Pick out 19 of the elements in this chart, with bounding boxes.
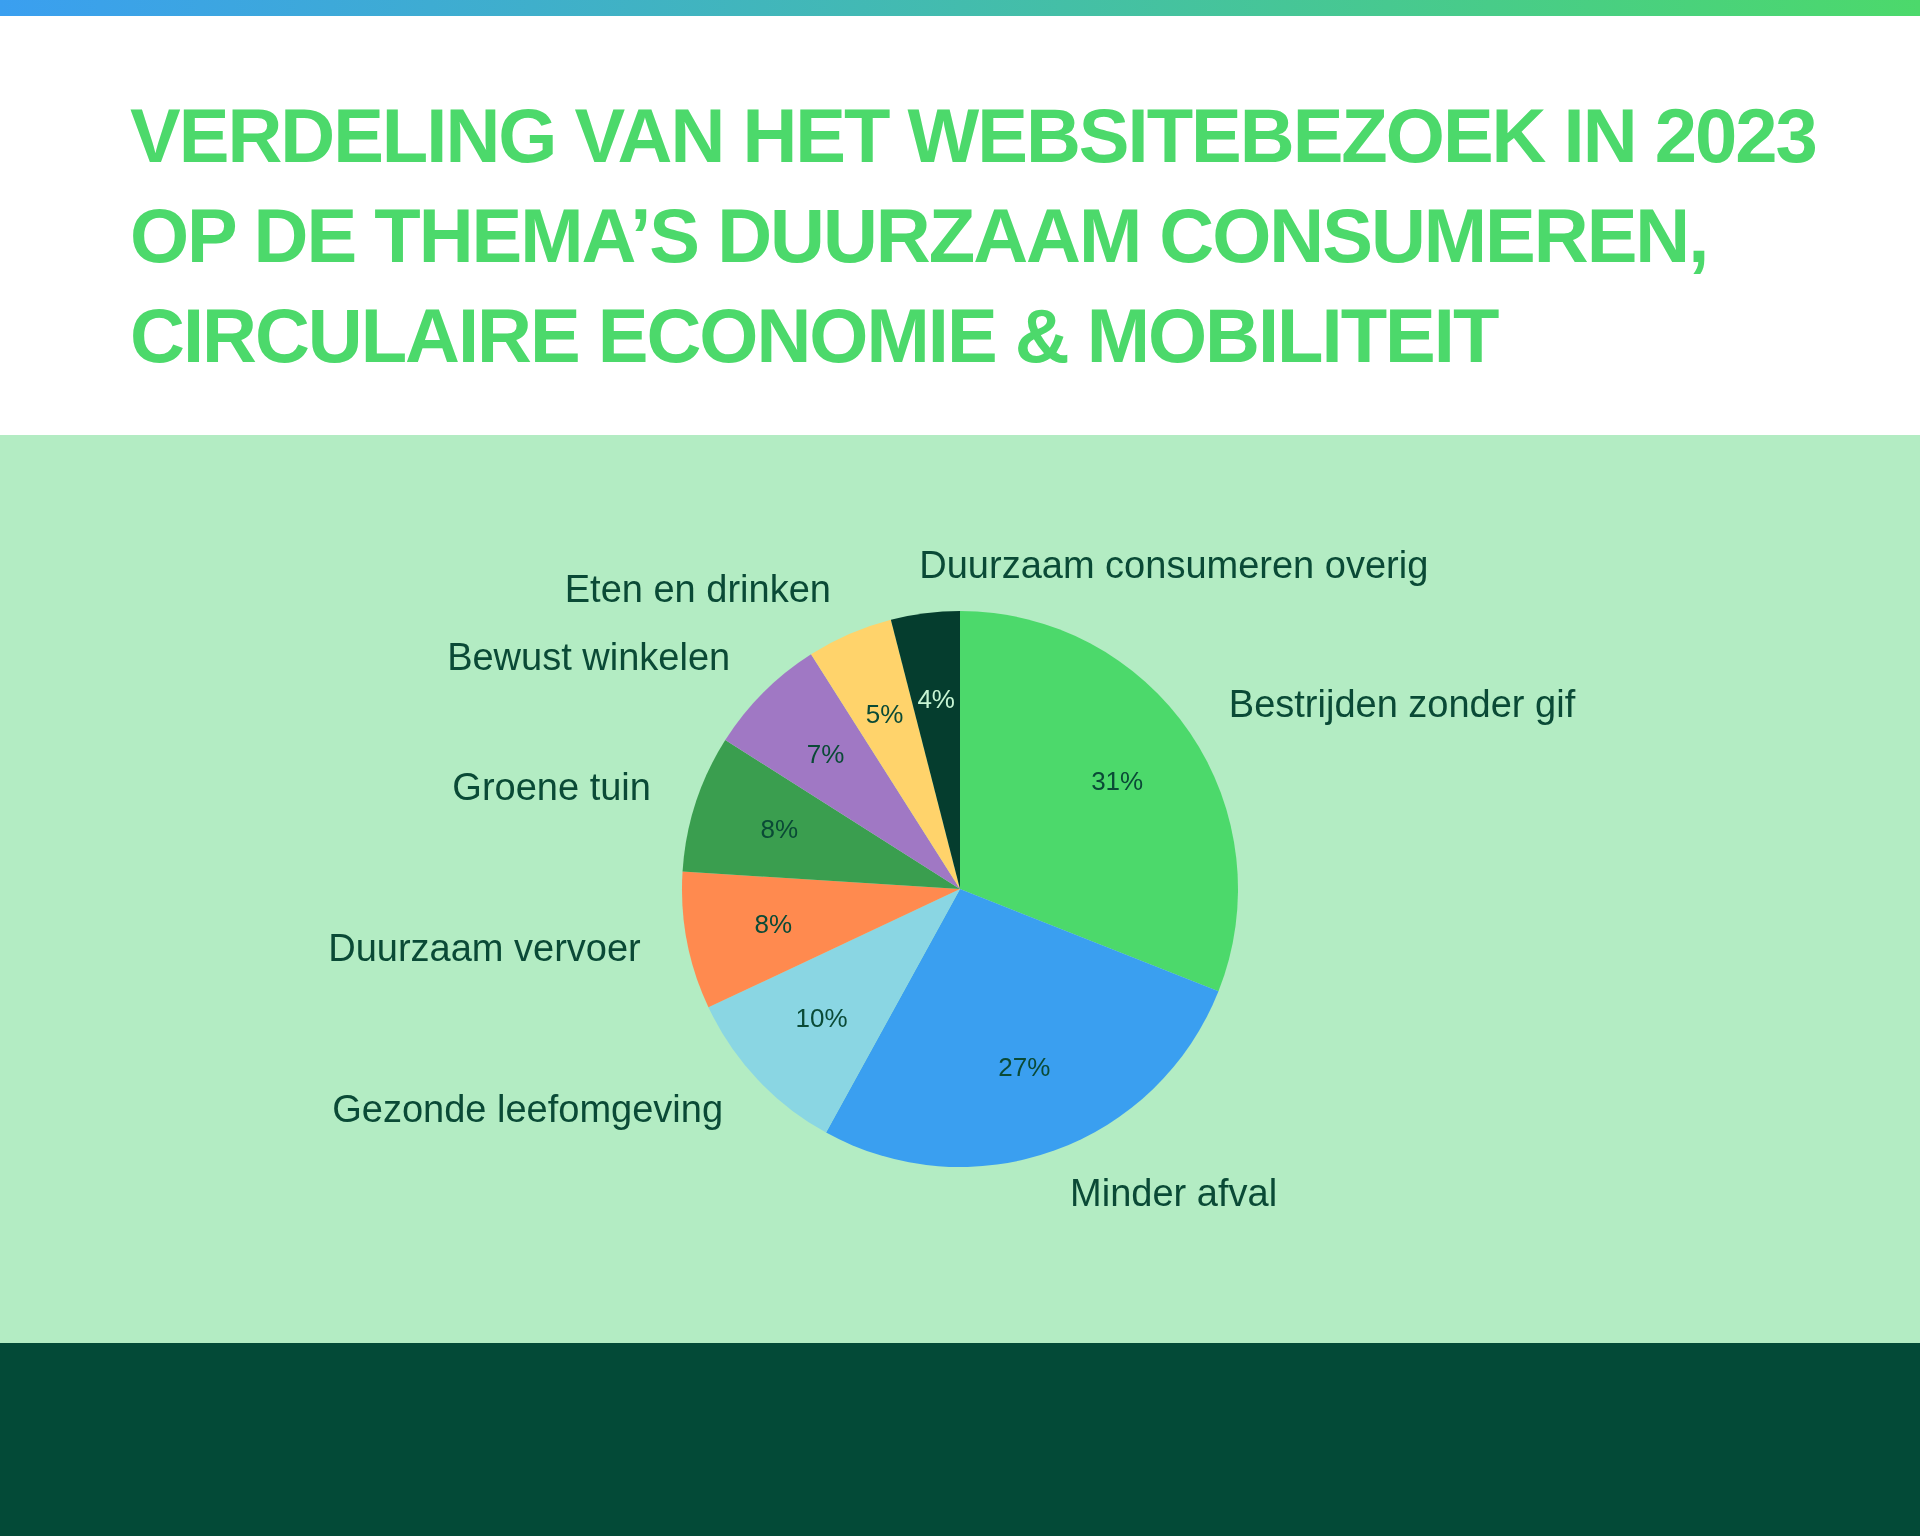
data-label: 8% xyxy=(760,814,799,845)
data-label: 8% xyxy=(754,908,793,939)
slice-label: Bewust winkelen xyxy=(447,636,731,679)
slice-label: Groene tuin xyxy=(452,765,651,808)
slice-label: Gezonde leefomgeving xyxy=(332,1088,724,1131)
pie-slice xyxy=(682,740,960,889)
data-label: 5% xyxy=(865,698,904,729)
slice-label: Bestrijden zonder gif xyxy=(1228,683,1576,726)
pie-slice xyxy=(682,871,960,1008)
data-label: 10% xyxy=(795,1003,848,1034)
data-label: 4% xyxy=(917,684,955,715)
slice-label: Duurzaam vervoer xyxy=(328,926,642,969)
data-label: 31% xyxy=(1091,766,1144,797)
data-label: 27% xyxy=(998,1051,1051,1082)
slice-label: Minder afval xyxy=(1070,1171,1278,1214)
slice-label: Eten en drinken xyxy=(564,567,831,610)
chart-title: VERDELING VAN HET WEBSITEBEZOEK IN 2023 OP DE THEMA’S DUURZAAM CONSUMEREN, CIRCULAIRE ECONOMIE & MOBILITEIT xyxy=(130,92,1817,380)
slice-label: Duurzaam consumeren overig xyxy=(919,543,1429,586)
data-label: 7% xyxy=(806,738,845,769)
